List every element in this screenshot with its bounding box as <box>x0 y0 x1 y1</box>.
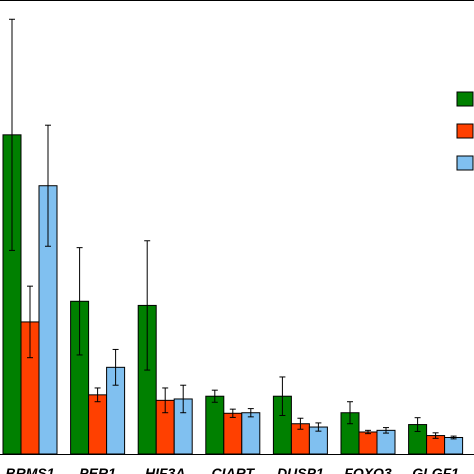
error-bar-foxo3-series-1 <box>347 401 353 425</box>
error-bar-dusp1-series-2 <box>297 417 304 430</box>
error-bar-ciart-series-3 <box>247 408 254 418</box>
legend-swatch-series-1 <box>456 91 474 107</box>
error-bar-foxo3-series-3 <box>383 427 389 434</box>
x-tick-label-foxo3: FOXO3 <box>344 465 392 474</box>
bar-glgf1-series-3 <box>444 436 464 455</box>
error-bar-ciart-series-1 <box>211 389 218 403</box>
error-bar-ciart-series-2 <box>229 408 236 418</box>
error-bar-glgf1-series-1 <box>414 417 421 432</box>
error-bar-foxo3-series-2 <box>365 429 371 435</box>
bar-foxo3-series-2 <box>358 431 378 455</box>
error-bar-per1-series-2 <box>94 387 101 403</box>
error-bar-hif3a-series-2 <box>162 387 169 414</box>
x-tick-label-hif3a: HIF3A <box>145 465 185 474</box>
bar-per1-series-2 <box>88 394 108 455</box>
error-bar-dusp1-series-1 <box>279 376 286 416</box>
error-bar-glgf1-series-3 <box>450 435 457 440</box>
error-bar-dusp1-series-3 <box>315 422 322 432</box>
error-bar-brms1-series-3 <box>45 124 51 247</box>
error-bar-brms1-series-2 <box>27 285 33 359</box>
legend-swatch-series-2 <box>456 123 474 139</box>
legend-swatch-series-3 <box>456 155 474 171</box>
error-bar-hif3a-series-3 <box>180 384 187 414</box>
error-bar-per1-series-3 <box>112 348 119 386</box>
x-tick-label-glgf1: GLGF1 <box>412 465 459 474</box>
error-bar-hif3a-series-1 <box>144 240 151 371</box>
bar-ciart-series-3 <box>241 412 261 455</box>
bars-layer <box>2 134 464 455</box>
x-tick-label-ciart: CIART <box>212 465 256 474</box>
x-tick-label-per1: PER1 <box>79 465 116 474</box>
x-tick-label-brms1: BRMS1 <box>5 465 54 474</box>
bar-foxo3-series-3 <box>376 429 396 455</box>
x-tick-labels: BRMS1 PER1 HIF3A CIART DUSP1 FOXO3 GLGF1 <box>5 465 459 474</box>
x-tick-label-dusp1: DUSP1 <box>277 465 324 474</box>
legend <box>456 91 474 171</box>
error-bar-glgf1-series-2 <box>432 432 439 439</box>
bar-ciart-series-1 <box>205 395 225 455</box>
error-bar-brms1-series-1 <box>9 18 15 251</box>
error-bars-layer <box>9 18 457 440</box>
error-bar-per1-series-1 <box>76 247 83 356</box>
bar-ciart-series-2 <box>223 412 243 455</box>
